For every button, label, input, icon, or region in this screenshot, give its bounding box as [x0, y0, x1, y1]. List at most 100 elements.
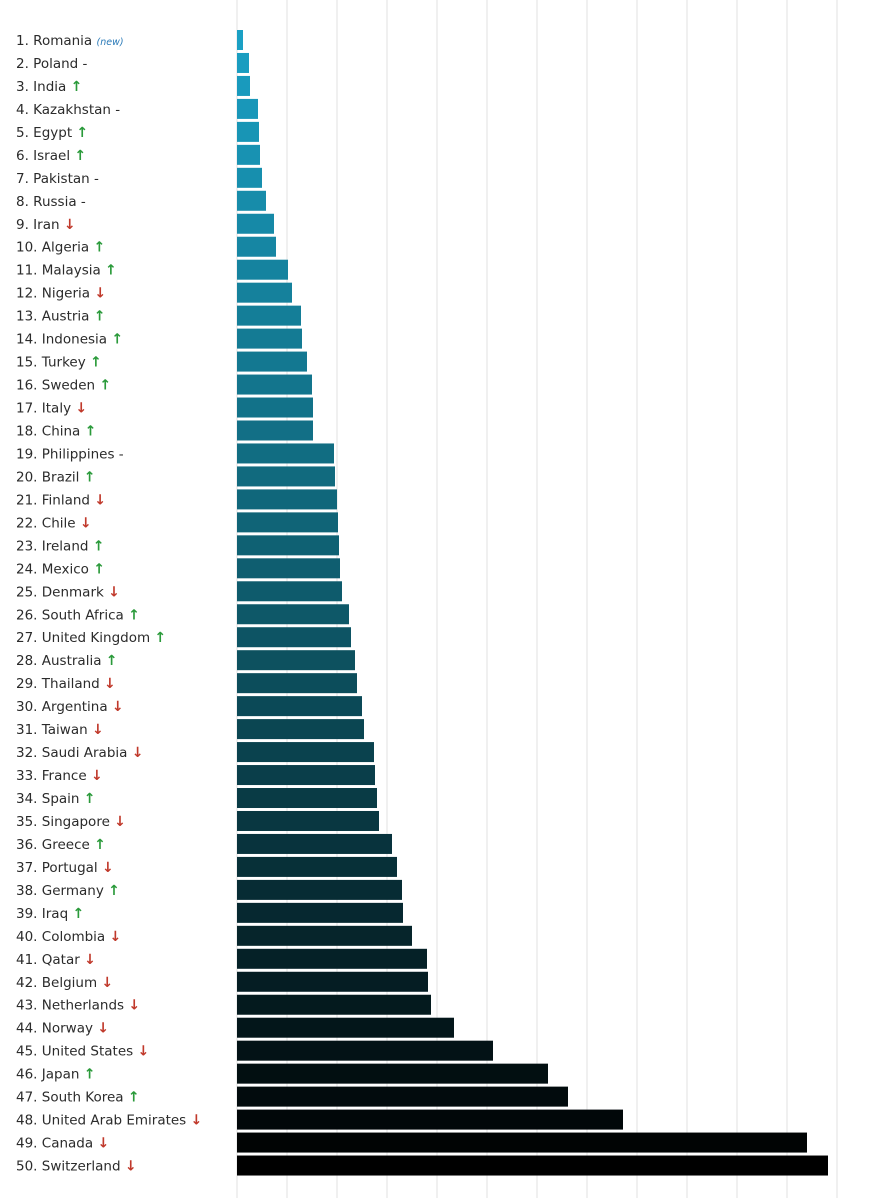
rank: 38.: [16, 883, 42, 899]
trend-same-icon: -: [115, 102, 120, 118]
bar-chile: [237, 512, 338, 533]
label-greece: 36. Greece ↑: [16, 837, 106, 853]
label-japan: 46. Japan ↑: [16, 1067, 95, 1083]
bar-germany: [237, 879, 402, 900]
bar-poland: [237, 52, 249, 73]
rank: 17.: [16, 401, 42, 417]
bar-romania: [237, 30, 243, 50]
rank: 1.: [16, 33, 33, 49]
country-name: Sweden: [42, 378, 100, 394]
country-name: Finland: [42, 492, 95, 508]
label-iraq: 39. Iraq ↑: [16, 906, 84, 922]
label-germany: 38. Germany ↑: [16, 883, 120, 899]
rank: 3.: [16, 79, 33, 95]
country-name: Nigeria: [42, 286, 95, 302]
trend-down-icon: ↓: [84, 952, 96, 968]
bar-norway: [237, 1017, 454, 1038]
trend-down-icon: ↓: [137, 1044, 149, 1060]
label-australia: 28. Australia ↑: [16, 653, 118, 669]
label-finland: 21. Finland ↓: [16, 492, 106, 508]
trend-down-icon: ↓: [101, 975, 113, 991]
country-name: Germany: [42, 883, 108, 899]
trend-down-icon: ↓: [80, 515, 92, 531]
country-name: Italy: [42, 401, 76, 417]
trend-down-icon: ↓: [128, 998, 140, 1014]
country-name: Thailand: [41, 676, 104, 692]
rank: 29.: [16, 676, 42, 692]
label-russia: 8. Russia -: [16, 194, 86, 210]
country-name: Switzerland: [42, 1159, 125, 1175]
label-nigeria: 12. Nigeria ↓: [16, 286, 106, 302]
country-name: United Arab Emirates: [42, 1113, 191, 1129]
rank: 44.: [16, 1021, 42, 1037]
rank: 10.: [16, 240, 42, 256]
bar-russia: [237, 190, 266, 211]
bar-nigeria: [237, 282, 292, 303]
country-name: Israel: [33, 148, 74, 164]
rank: 49.: [16, 1136, 42, 1152]
bar-china: [237, 420, 313, 441]
bar-italy: [237, 397, 313, 418]
label-austria: 13. Austria ↑: [16, 309, 105, 325]
label-romania: 1. Romania (new): [16, 33, 124, 49]
rank: 19.: [16, 446, 42, 462]
country-name: Saudi Arabia: [42, 745, 132, 761]
trend-down-icon: ↓: [110, 929, 122, 945]
label-south-africa: 26. South Africa ↑: [16, 607, 140, 623]
country-name: United Kingdom: [42, 630, 155, 646]
label-canada: 49. Canada ↓: [16, 1136, 109, 1152]
rank: 30.: [16, 699, 42, 715]
country-name: Mexico: [42, 561, 93, 577]
rank: 23.: [16, 538, 42, 554]
bar-austria: [237, 305, 301, 326]
rank: 12.: [16, 286, 42, 302]
rank: 26.: [16, 607, 42, 623]
rank: 25.: [16, 584, 42, 600]
bar-pakistan: [237, 167, 262, 188]
country-name: Spain: [42, 791, 84, 807]
rank: 24.: [16, 561, 42, 577]
trend-down-icon: ↓: [97, 1136, 109, 1152]
rank: 43.: [16, 998, 42, 1014]
trend-down-icon: ↓: [91, 768, 103, 784]
label-sweden: 16. Sweden ↑: [16, 378, 111, 394]
rank: 34.: [16, 791, 42, 807]
country-name: Russia: [33, 194, 81, 210]
country-name: Denmark: [42, 584, 108, 600]
country-name: Turkey: [41, 355, 90, 371]
bar-brazil: [237, 466, 335, 487]
rank: 22.: [16, 515, 42, 531]
trend-down-icon: ↓: [132, 745, 144, 761]
rank: 32.: [16, 745, 42, 761]
rank: 36.: [16, 837, 42, 853]
trend-up-icon: ↑: [74, 148, 86, 164]
country-name: China: [42, 423, 85, 439]
trend-up-icon: ↑: [99, 378, 111, 394]
rank: 42.: [16, 975, 42, 991]
label-norway: 44. Norway ↓: [16, 1021, 109, 1037]
rank: 40.: [16, 929, 42, 945]
country-name: Brazil: [42, 469, 84, 485]
trend-up-icon: ↑: [84, 791, 96, 807]
country-name: Netherlands: [42, 998, 129, 1014]
bar-united-arab-emirates: [237, 1109, 623, 1130]
label-south-korea: 47. South Korea ↑: [16, 1090, 140, 1106]
country-name: Argentina: [42, 699, 112, 715]
rank: 31.: [16, 722, 42, 738]
trend-up-icon: ↑: [93, 561, 105, 577]
trend-same-icon: -: [119, 446, 124, 462]
trend-down-icon: ↓: [94, 492, 106, 508]
trend-down-icon: ↓: [94, 286, 106, 302]
label-spain: 34. Spain ↑: [16, 791, 96, 807]
bar-colombia: [237, 925, 412, 946]
trend-down-icon: ↓: [191, 1113, 203, 1129]
label-netherlands: 43. Netherlands ↓: [16, 998, 140, 1014]
trend-up-icon: ↑: [128, 607, 140, 623]
rank: 27.: [16, 630, 42, 646]
rank: 50.: [16, 1159, 42, 1175]
country-name: South Africa: [42, 607, 128, 623]
label-poland: 2. Poland -: [16, 56, 88, 72]
bar-france: [237, 765, 375, 786]
bar-qatar: [237, 948, 427, 969]
bar-united-states: [237, 1040, 493, 1061]
